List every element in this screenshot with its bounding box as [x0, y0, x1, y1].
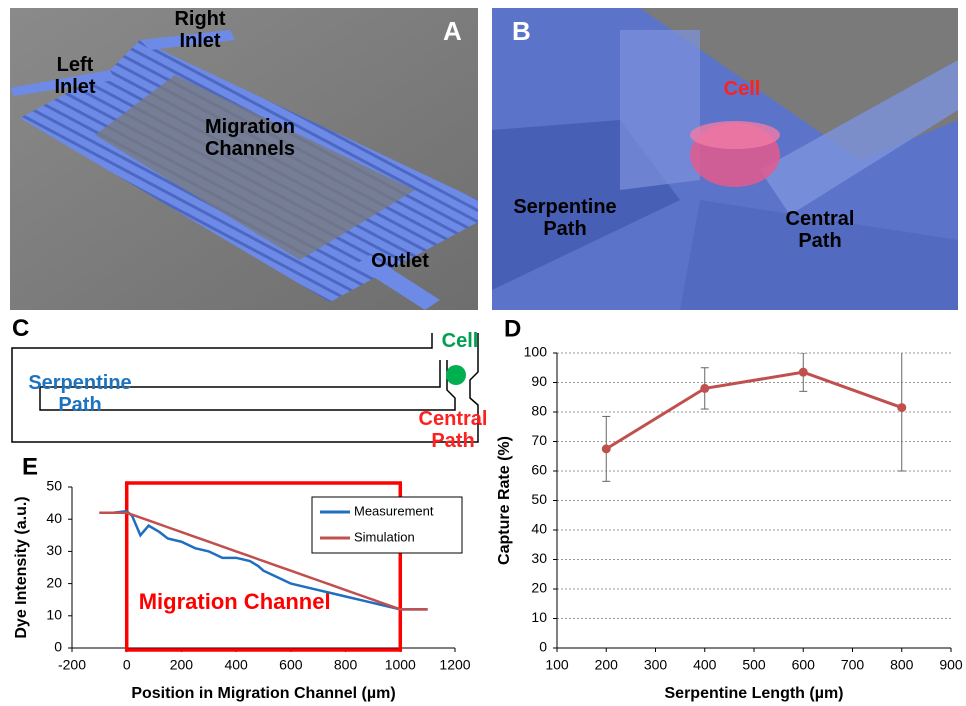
x-axis-label: Position in Migration Channel (µm) — [131, 685, 395, 702]
y-axis-label: Capture Rate (%) — [496, 436, 513, 565]
x-tick-label: 200 — [170, 657, 194, 673]
y-tick-label: 80 — [531, 403, 547, 419]
x-tick-label: 800 — [890, 657, 914, 673]
x-tick-label: 1200 — [439, 657, 470, 673]
point — [897, 403, 906, 412]
chart: E 0 10 20 30 40 50 -200 0 200 400 600 800 1000 1200 Pos… — [13, 453, 471, 702]
x-tick-label: 400 — [693, 657, 717, 673]
y-tick-label: 50 — [46, 478, 62, 494]
y-tick-label: 10 — [46, 607, 62, 623]
annotation: Central Path — [408, 408, 498, 452]
y-tick-label: 60 — [531, 462, 547, 478]
x-tick-label: 700 — [841, 657, 865, 673]
y-tick-label: 100 — [524, 344, 548, 360]
x-tick-label: 800 — [334, 657, 358, 673]
panel-letter: D — [504, 315, 521, 342]
y-tick-label: 70 — [531, 432, 547, 448]
y-tick-label: 40 — [46, 510, 62, 526]
x-tick-label: 500 — [742, 657, 766, 673]
x-tick-label: 600 — [279, 657, 303, 673]
x-tick-label: 900 — [939, 657, 963, 673]
legend-label: Simulation — [354, 529, 415, 544]
annotation: Migration Channel — [139, 589, 331, 614]
series-line — [606, 372, 902, 449]
annotation: Left Inlet — [35, 54, 115, 98]
annotation: Cell — [430, 330, 490, 352]
render-b — [492, 8, 958, 310]
x-axis-label: Serpentine Length (µm) — [665, 685, 844, 702]
figure: D010203040506070809010010020030040050060… — [0, 0, 966, 706]
x-tick-label: 1000 — [385, 657, 416, 673]
chart: D 0 10 20 30 40 50 60 70 80 90 100 100 200 300 400 500 60… — [496, 315, 963, 702]
x-tick-label: 600 — [792, 657, 816, 673]
x-tick-label: 100 — [545, 657, 569, 673]
annotation: Right Inlet — [160, 8, 240, 52]
annotation: Serpentine Path — [505, 196, 625, 240]
y-axis-label: Dye Intensity (a.u.) — [13, 496, 30, 638]
x-tick-label: -200 — [58, 657, 86, 673]
legend-label: Measurement — [354, 503, 434, 518]
x-tick-label: 400 — [224, 657, 248, 673]
y-tick-label: 30 — [46, 542, 62, 558]
y-tick-label: 0 — [539, 639, 547, 655]
y-tick-label: 90 — [531, 373, 547, 389]
x-tick-label: 0 — [123, 657, 131, 673]
y-tick-label: 50 — [531, 491, 547, 507]
panel-letter: B — [512, 20, 531, 42]
figure-canvas: D010203040506070809010010020030040050060… — [0, 0, 966, 706]
annotation: Serpentine Path — [10, 372, 150, 416]
x-tick-label: 300 — [644, 657, 668, 673]
y-tick-label: 10 — [531, 609, 547, 625]
y-tick-label: 20 — [46, 574, 62, 590]
point — [602, 444, 611, 453]
point — [799, 368, 808, 377]
annotation: Cell — [712, 78, 772, 100]
panel-letter: A — [443, 20, 462, 42]
annotation: Migration Channels — [180, 116, 320, 160]
annotation: Central Path — [770, 208, 870, 252]
y-tick-label: 0 — [54, 639, 62, 655]
annotation: Outlet — [360, 250, 440, 272]
x-tick-label: 200 — [595, 657, 619, 673]
panel-letter: E — [22, 453, 38, 480]
panel-letter: C — [12, 318, 29, 340]
y-tick-label: 40 — [531, 521, 547, 537]
y-tick-label: 30 — [531, 550, 547, 566]
y-tick-label: 20 — [531, 580, 547, 596]
point — [700, 384, 709, 393]
